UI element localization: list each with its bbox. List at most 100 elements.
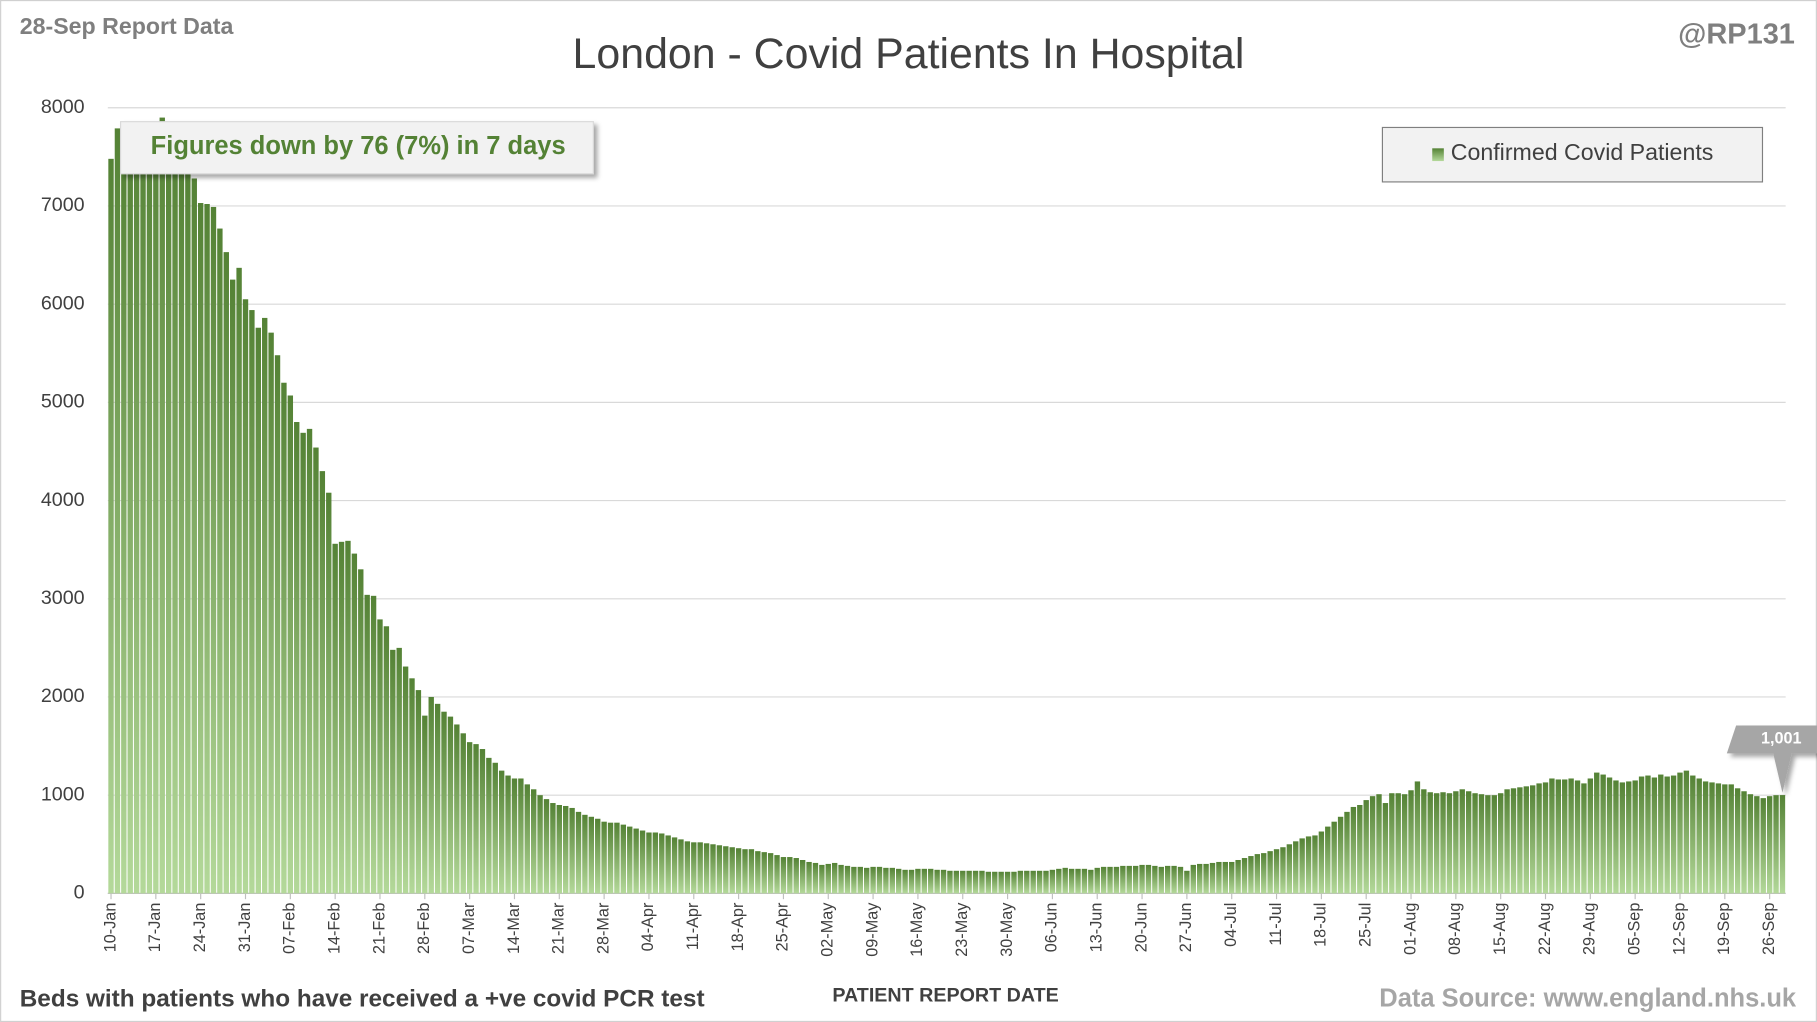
bar	[1670, 775, 1677, 894]
x-tick-label: 14-Mar	[505, 902, 523, 954]
bar	[889, 867, 895, 894]
bar	[1222, 861, 1229, 894]
value-label-callout	[1726, 725, 1817, 793]
x-tick-label: 04-Apr	[639, 902, 657, 951]
bar	[550, 803, 556, 894]
bar	[1497, 793, 1504, 894]
bar	[896, 868, 902, 894]
bar	[1677, 772, 1683, 894]
bar	[454, 724, 460, 894]
bar	[1209, 862, 1216, 894]
bar	[928, 868, 934, 894]
bar	[1369, 796, 1376, 894]
bar	[831, 862, 838, 894]
bar	[1389, 793, 1395, 894]
bar	[659, 833, 665, 894]
bar	[197, 203, 204, 894]
bar	[838, 864, 844, 894]
bar	[249, 310, 255, 894]
bar	[780, 857, 787, 894]
bar	[191, 178, 197, 894]
legend-box	[1381, 126, 1764, 183]
bar	[242, 299, 249, 894]
bar	[390, 649, 396, 894]
bar	[422, 715, 428, 894]
bar	[1715, 783, 1722, 894]
bar	[1337, 816, 1344, 894]
bar	[735, 848, 742, 894]
bar	[1459, 789, 1465, 894]
x-tick-label: 19-Sep	[1715, 903, 1733, 955]
bar	[953, 870, 960, 894]
x-tick-label: 25-Jul	[1356, 903, 1374, 947]
bar	[524, 784, 530, 894]
bar	[1690, 775, 1696, 894]
bar	[402, 666, 409, 894]
bar	[505, 775, 511, 894]
bar	[1043, 870, 1049, 894]
bar	[671, 837, 678, 894]
bar	[1286, 844, 1293, 894]
annotation-box	[119, 121, 594, 175]
bar	[518, 778, 524, 894]
bar	[1145, 864, 1152, 894]
bar	[1651, 777, 1658, 894]
x-tick-label: 21-Mar	[550, 902, 568, 954]
bar	[358, 569, 364, 894]
bar	[274, 355, 281, 894]
bar	[940, 869, 947, 894]
bar	[409, 678, 415, 894]
bar	[1177, 866, 1184, 894]
bar	[665, 835, 671, 894]
bar	[543, 799, 550, 894]
bar	[966, 870, 972, 894]
x-tick-label: 20-Jun	[1132, 903, 1150, 953]
bar	[364, 594, 370, 894]
bar	[1587, 778, 1594, 894]
bar	[1472, 793, 1478, 894]
bar	[1779, 795, 1786, 894]
report-label: 28-Sep Report Data	[20, 13, 235, 39]
bar	[1126, 865, 1132, 894]
bar	[921, 868, 928, 894]
x-tick-label: 12-Sep	[1670, 903, 1688, 955]
x-tick-label: 21-Feb	[370, 903, 388, 954]
bar	[1241, 858, 1248, 894]
bar	[1100, 866, 1107, 894]
bar	[1440, 792, 1446, 894]
bar	[1741, 791, 1747, 894]
bar	[178, 164, 185, 894]
bar	[1293, 841, 1299, 894]
bar	[1658, 774, 1664, 894]
bar	[1517, 787, 1523, 894]
bar	[294, 422, 300, 894]
bar	[806, 861, 812, 894]
bar	[370, 595, 377, 894]
bar	[1401, 794, 1408, 894]
bar	[947, 870, 953, 894]
bar	[1542, 782, 1549, 894]
bar	[979, 870, 985, 894]
bar	[1568, 778, 1574, 894]
bar	[1081, 868, 1088, 894]
bar	[332, 543, 338, 894]
bar	[774, 855, 780, 894]
bar	[210, 206, 217, 894]
bar	[223, 252, 229, 894]
bar	[595, 818, 601, 894]
bar	[819, 864, 825, 894]
x-tick-label: 01-Aug	[1401, 903, 1419, 955]
bar	[876, 866, 883, 894]
bar	[761, 852, 767, 894]
x-tick-label: 18-Apr	[729, 902, 747, 951]
x-tick-label: 24-Jan	[191, 903, 209, 953]
bar	[1766, 796, 1773, 894]
bar	[1478, 794, 1485, 894]
x-axis-title: PATIENT REPORT DATE	[832, 985, 1058, 1007]
x-tick-label: 26-Sep	[1760, 903, 1778, 955]
y-tick-label: 3000	[41, 587, 85, 609]
bar	[614, 822, 620, 894]
bar	[582, 814, 588, 894]
bar	[1555, 779, 1562, 894]
